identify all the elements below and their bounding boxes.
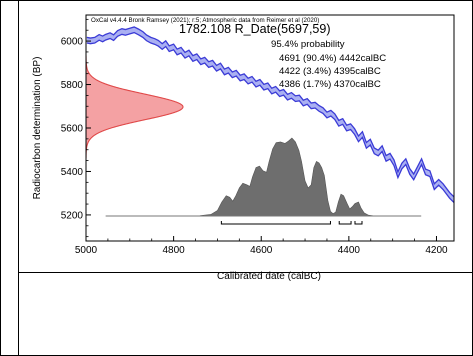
left-rule (18, 0, 19, 356)
measurement-outline (86, 55, 184, 159)
range-label-3: 4386 (1.7%) 4370calBC (279, 79, 381, 90)
curve-layer (86, 26, 454, 203)
range-bracket-1 (220, 221, 331, 225)
tick-layer: 5000 4800 4600 4400 4200 5200 5400 5600 5800 6000 (61, 18, 448, 256)
y-axis-label: Radiocarbon determination (BP) (32, 57, 43, 200)
calibration-upper-line (86, 26, 454, 198)
chart-title: 1782.108 R_Date(5697,59) (179, 22, 331, 36)
range-bracket-2 (338, 221, 352, 225)
probability-heading: 95.4% probability (271, 39, 345, 50)
x-tick-label: 5000 (75, 245, 98, 256)
x-tick-label: 4600 (250, 245, 273, 256)
measurement-layer (86, 55, 184, 159)
x-tick-label: 4800 (162, 245, 185, 256)
range-bracket-3 (354, 221, 363, 225)
y-tick-label: 5400 (61, 167, 84, 178)
measurement-fill (86, 55, 183, 159)
x-tick-label: 4400 (338, 245, 361, 256)
y-tick-label: 6000 (61, 37, 84, 48)
y-tick-label: 5800 (61, 80, 84, 91)
split-rule (18, 272, 473, 273)
y-tick-label: 5200 (61, 210, 84, 221)
software-note: OxCal v4.4.4 Bronk Ramsey (2021); r:5; A… (91, 17, 319, 24)
calibration-lower-line (86, 31, 454, 203)
x-axis-label: Calibrated date (calBC) (217, 271, 321, 282)
x-tick-label: 4200 (425, 245, 448, 256)
y-tick-label: 5600 (61, 124, 84, 135)
distribution-layer (105, 137, 422, 217)
range-label-1: 4691 (90.4%) 4442calBC (279, 53, 386, 64)
range-label-2: 4422 (3.4%) 4395calBC (279, 66, 381, 77)
calibrated-distribution (105, 137, 422, 217)
range-bars (220, 221, 363, 225)
